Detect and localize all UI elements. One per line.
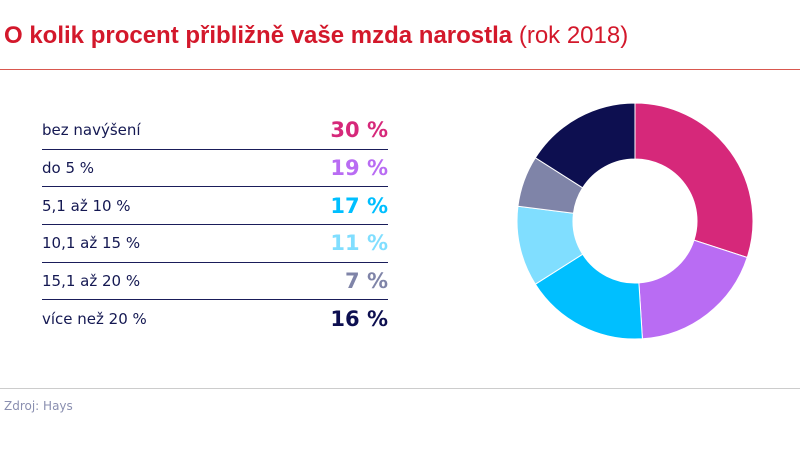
category-label: 5,1 až 10 %	[42, 196, 131, 215]
legend-row: do 5 % 19 %	[42, 150, 388, 188]
donut-slice	[534, 102, 636, 189]
category-label: do 5 %	[42, 159, 95, 178]
title-main: O kolik procent přibližně vaše mzda naro…	[4, 22, 513, 49]
legend-row: 5,1 až 10 % 17 %	[42, 187, 388, 226]
category-label: více než 20 %	[42, 310, 147, 329]
legend-row: více než 20 % 16 %	[42, 300, 388, 338]
divider	[0, 388, 800, 389]
legend-row: 15,1 až 20 % 7 %	[42, 263, 388, 301]
donut-chart	[516, 102, 754, 340]
value-label: 30 %	[330, 118, 388, 143]
category-label: bez navýšení	[42, 121, 141, 140]
donut-slice	[638, 239, 748, 340]
divider	[0, 69, 800, 70]
value-label: 19 %	[330, 156, 388, 181]
title-year: (rok 2018)	[518, 22, 629, 49]
chart-title: O kolik procent přibližně vaše mzda naro…	[4, 22, 628, 50]
donut-slice	[634, 102, 754, 259]
category-label: 15,1 až 20 %	[42, 272, 141, 291]
legend-table: bez navýšení 30 % do 5 % 19 % 5,1 až 10 % 17 …	[42, 112, 388, 338]
value-label: 7 %	[345, 269, 388, 294]
legend-row: 10,1 až 15 % 11 %	[42, 225, 388, 263]
value-label: 16 %	[330, 307, 388, 332]
value-label: 17 %	[330, 193, 388, 218]
legend-row: bez navýšení 30 %	[42, 112, 388, 150]
source-note: Zdroj: Hays	[4, 399, 73, 413]
value-label: 11 %	[330, 231, 388, 256]
category-label: 10,1 až 15 %	[42, 234, 141, 253]
